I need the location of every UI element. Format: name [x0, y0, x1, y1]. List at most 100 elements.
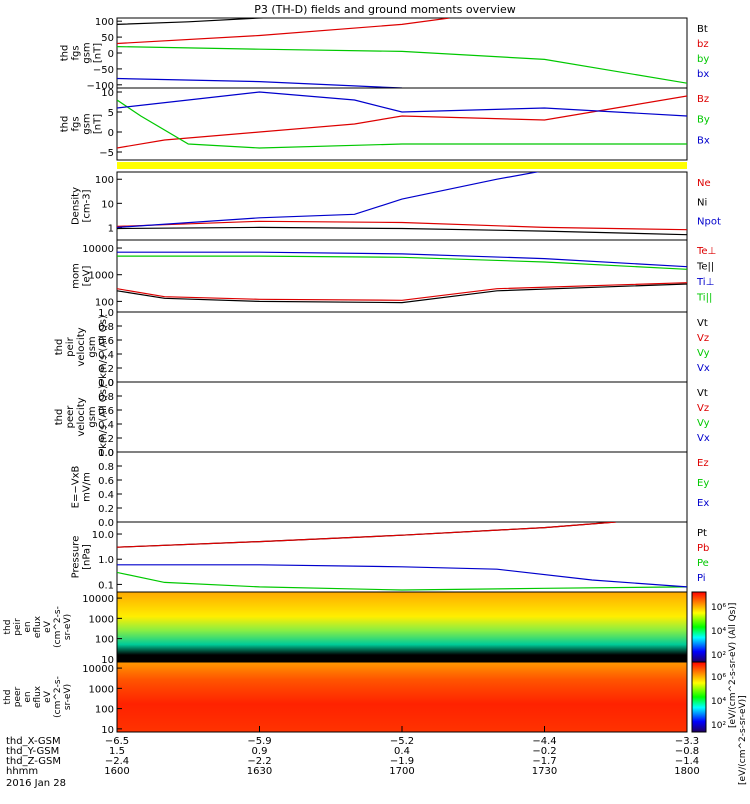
y-axis-label: eV [43, 690, 53, 703]
y-tick-label: 100 [95, 17, 114, 28]
y-axis-label: peer [65, 405, 76, 429]
y-axis-label: [cm-3] [82, 189, 93, 222]
legend-entry: Pt [697, 528, 707, 539]
y-axis-label: Pressure [71, 536, 82, 579]
panel-fgs: 100 50 0 −50 −100 thd fgs gsm [nT] Bt bz by bx [60, 17, 710, 92]
panel-efield: 1.0 0.8 0.6 0.4 0.2 0.0 E=−VxB mV/m Ez Ey Ex [71, 448, 710, 529]
y-axis-label: peir [13, 618, 23, 636]
series-line-Bz [117, 95, 687, 149]
y-axis-label: (cm^2-s- [53, 606, 63, 648]
x-tick-label: 0.4 [394, 746, 410, 757]
panel-frame [116, 311, 688, 383]
panel-density: 100 10 1 Density [cm-3] Ne Ni Npot [71, 171, 721, 241]
y-tick-label: 100 [95, 175, 114, 186]
y-axis-label: eV [43, 620, 53, 633]
legend-entry: Bz [697, 94, 709, 105]
colorbar-tick-label: 10² [711, 721, 726, 731]
panel-frame [116, 239, 688, 313]
y-tick-label: −100 [87, 81, 114, 92]
y-tick-label: 10.0 [92, 530, 114, 541]
series-line-Pi [117, 564, 687, 588]
spectrogram-peer_spec: 10000 1000 100 10 thd peer en eflux eV (cm^2-s-sr… [3, 661, 726, 736]
x-axis-row-label: thd_X-GSM [6, 736, 61, 747]
colorbar-label-bottom: [eV/(cm^2-s-sr-eV)] [738, 695, 748, 785]
x-tick-label: 1800 [674, 766, 699, 777]
y-tick-label: 1.0 [98, 555, 114, 566]
series-line-bx [117, 77, 464, 88]
y-axis-label: gsm [82, 113, 93, 134]
y-tick-label: 0 [108, 49, 114, 60]
y-tick-label: 50 [101, 33, 114, 44]
y-axis-label: km/s (All Qs) [98, 315, 109, 379]
y-tick-label: 1000 [89, 614, 114, 625]
series-line-by [117, 46, 687, 84]
colorbar-label-top: [eV/(cm^2-s-sr-eV) (All Qs)] [728, 603, 738, 728]
y-tick-label: 0.0 [98, 448, 114, 459]
legend-entry: Ni [697, 197, 707, 208]
x-tick-label: −5.9 [247, 736, 271, 747]
colorbar-tick-label: 10⁴ [711, 627, 726, 637]
legend-entry: Ne [697, 178, 711, 189]
legend-entry: bx [697, 69, 709, 80]
legend-entry: Vy [697, 418, 710, 429]
y-tick-label: 0.4 [98, 350, 114, 361]
colorbar [691, 591, 707, 663]
panel-frame [116, 171, 688, 241]
y-tick-label: 1000 [89, 271, 114, 282]
y-axis-label: [eV] [82, 266, 93, 287]
x-tick-label: 1.5 [109, 746, 125, 757]
y-tick-label: −50 [93, 65, 114, 76]
date-label: 2016 Jan 28 [6, 778, 66, 789]
series-line-Ne [117, 220, 687, 231]
y-tick-label: 0.2 [98, 364, 114, 375]
x-tick-label: −2.2 [247, 756, 271, 767]
y-axis-label: gsm [87, 406, 98, 427]
y-tick-label: 0.0 [98, 378, 114, 389]
y-axis-label: thd [3, 620, 13, 635]
legend-entry: Vx [697, 433, 710, 444]
y-tick-label: 0.1 [98, 580, 114, 591]
colorbar-tick-label: 10⁶ [711, 603, 726, 613]
series-line-Bx [117, 91, 687, 117]
y-tick-label: 0.2 [98, 504, 114, 515]
plot-title: P3 (TH-D) fields and ground moments over… [254, 3, 516, 16]
y-tick-label: −5 [99, 148, 114, 159]
series-line-Te|| [117, 283, 687, 304]
y-tick-label: 0.4 [98, 420, 114, 431]
y-tick-label: 10000 [82, 244, 114, 255]
x-tick-label: −5.2 [390, 736, 414, 747]
x-tick-label: −2.4 [105, 756, 129, 767]
flag-bar [117, 162, 687, 169]
y-tick-label: 0.6 [98, 336, 114, 347]
legend-entry: Vt [697, 388, 708, 399]
legend-entry: Ti⊥ [696, 277, 714, 288]
series-line-Ti⊥ [117, 251, 687, 268]
x-tick-label: 0.9 [252, 746, 268, 757]
y-axis-label: thd [3, 690, 13, 705]
colorbar-tick-label: 10⁶ [711, 673, 726, 683]
y-tick-label: 10 [101, 88, 114, 99]
y-axis-label: gsm [87, 336, 98, 357]
series-line-By [117, 99, 687, 149]
y-axis-label: thd [54, 339, 65, 356]
y-tick-label: 10000 [82, 664, 114, 675]
panel-frame [116, 17, 688, 89]
y-tick-label: 1 [108, 223, 114, 234]
series-line-Pe [117, 571, 687, 591]
panel-temp: 10000 1000 100 mom [eV] Te⊥ Te|| Ti⊥ Ti|| [71, 239, 716, 313]
legend-entry: Vt [697, 318, 708, 329]
spectrogram-image [117, 662, 687, 732]
y-tick-label: 1.0 [98, 448, 114, 459]
y-axis-label: eflux [33, 685, 43, 708]
x-tick-label: 1700 [389, 766, 414, 777]
y-axis-label: sr-eV) [63, 614, 73, 640]
y-tick-label: 0.6 [98, 476, 114, 487]
y-axis-label: en [23, 621, 33, 632]
y-axis-label: [nT] [93, 43, 104, 63]
x-axis-row-label: thd_Z-GSM [6, 756, 61, 767]
y-tick-label: 100 [95, 705, 114, 716]
x-tick-label: −0.2 [532, 746, 556, 757]
x-tick-label: 1730 [532, 766, 557, 777]
y-tick-label: 10000 [82, 594, 114, 605]
